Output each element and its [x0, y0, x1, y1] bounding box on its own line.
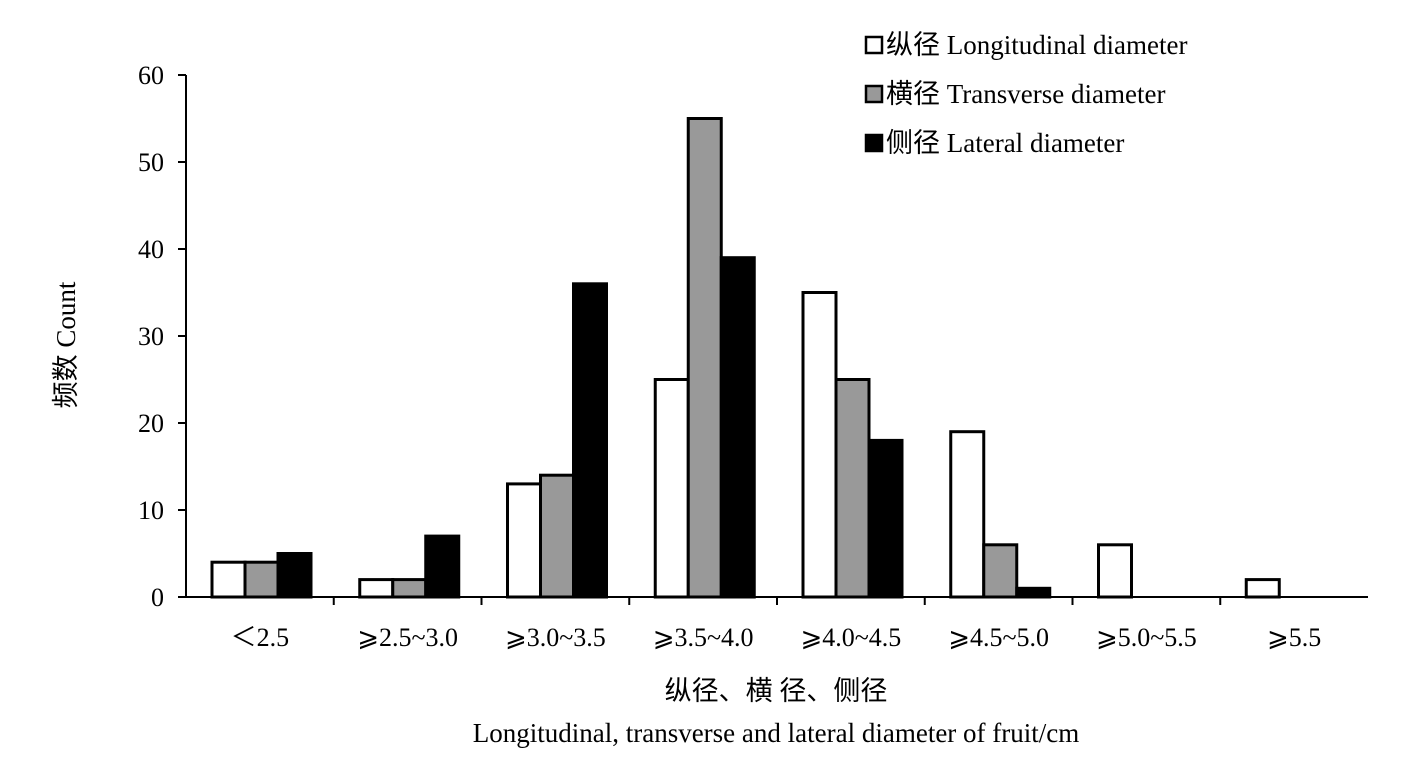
bar-lateral-0 — [276, 552, 313, 599]
legend-swatch-lateral — [864, 133, 884, 153]
legend-swatch-longitudinal — [864, 35, 884, 55]
bar-transverse-2 — [539, 473, 575, 599]
bar-longitudinal-6 — [1097, 543, 1133, 599]
legend-label-longitudinal: 纵径 Longitudinal diameter — [886, 30, 1187, 60]
y-tick-label: 40 — [138, 235, 164, 264]
y-tick-label: 30 — [138, 322, 164, 351]
legend-label-transverse: 横径 Transverse diameter — [886, 79, 1165, 109]
x-tick-label: ＜2.5 — [231, 623, 290, 652]
y-tick-label: 60 — [138, 61, 164, 90]
y-tick-label: 10 — [138, 496, 164, 525]
bar-lateral-3 — [719, 256, 756, 599]
x-tick-label: ⩾4.0~4.5 — [800, 623, 901, 652]
bar-transverse-0 — [243, 560, 280, 599]
x-tick-label: ⩾4.5~5.0 — [948, 623, 1049, 652]
bar-lateral-5 — [1015, 586, 1052, 599]
bar-lateral-2 — [572, 282, 608, 599]
x-tick-label: ⩾2.5~3.0 — [357, 623, 458, 652]
bar-transverse-5 — [982, 543, 1019, 599]
bar-longitudinal-3 — [653, 378, 690, 599]
x-tick-label: ⩾3.0~3.5 — [505, 623, 606, 652]
bar-transverse-3 — [686, 117, 723, 599]
bar-transverse-4 — [834, 378, 871, 599]
bar-longitudinal-5 — [949, 430, 986, 599]
y-axis-title: 频数 Count — [51, 281, 81, 408]
x-axis-title-english: Longitudinal, transverse and lateral dia… — [473, 718, 1080, 748]
legend-swatch-transverse — [864, 84, 884, 104]
axes-layer — [185, 75, 1368, 598]
bar-lateral-4 — [867, 438, 904, 599]
ticks-layer: 0 10 20 30 40 50 60 ＜2.5 ⩾2.5~3.0 ⩾3.0~3.5 ⩾3.5~4.… — [138, 61, 1321, 652]
bar-lateral-1 — [424, 534, 461, 599]
x-axis-title-chinese: 纵径、横 径、侧径 — [665, 676, 888, 706]
y-tick-label: 0 — [151, 583, 164, 612]
legend-label-lateral: 侧径 Lateral diameter — [886, 128, 1124, 158]
bar-longitudinal-4 — [801, 291, 838, 599]
y-tick-label: 50 — [138, 148, 164, 177]
bar-transverse-1 — [391, 578, 428, 599]
x-tick-label: ⩾5.0~5.5 — [1096, 623, 1197, 652]
legend: 纵径 Longitudinal diameter 横径 Transverse di… — [864, 30, 1187, 158]
bar-longitudinal-1 — [358, 578, 395, 599]
y-tick-label: 20 — [138, 409, 164, 438]
x-tick-label: ⩾3.5~4.0 — [653, 623, 754, 652]
bar-longitudinal-0 — [210, 560, 247, 599]
bar-longitudinal-2 — [506, 482, 542, 599]
bar-longitudinal-7 — [1244, 578, 1281, 599]
bars-layer — [210, 117, 1281, 599]
x-tick-label: ⩾5.5 — [1267, 623, 1321, 652]
